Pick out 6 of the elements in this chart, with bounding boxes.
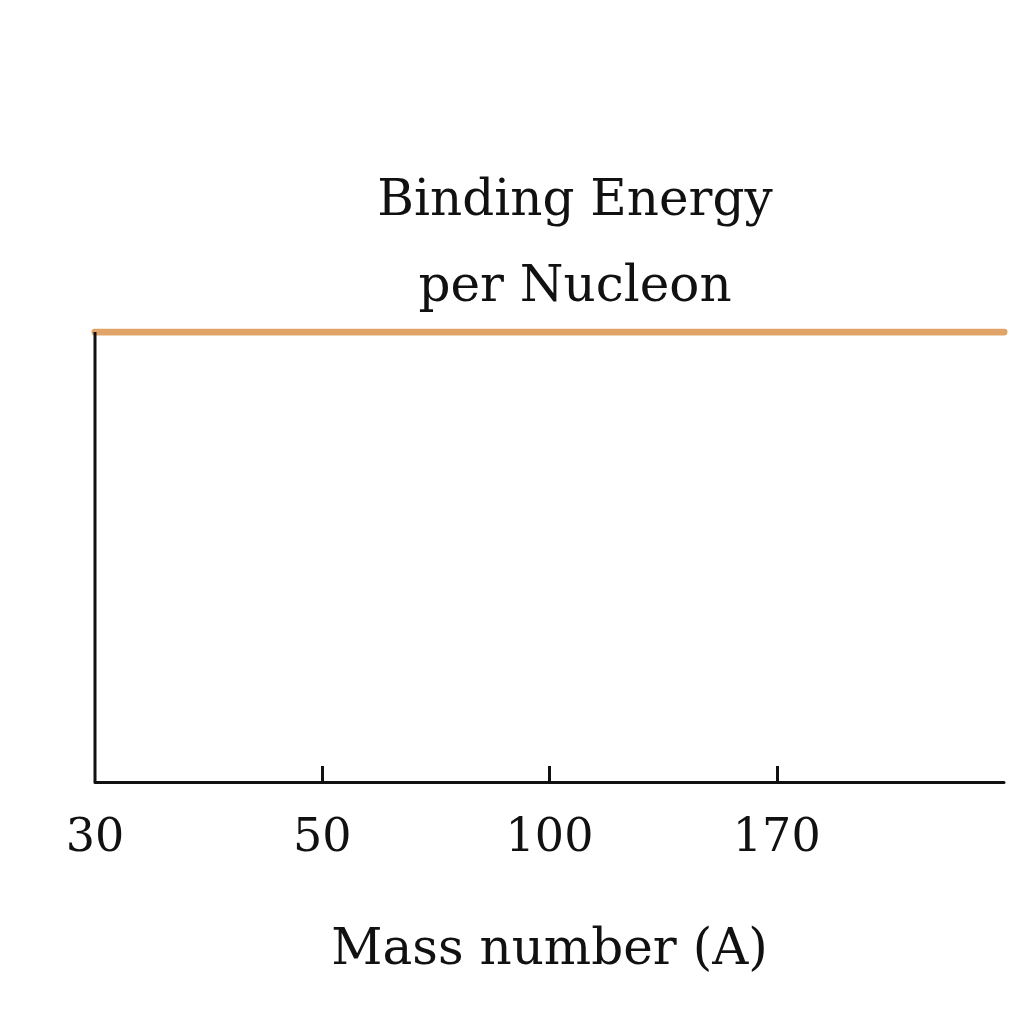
x-tick-label: 30 [65, 808, 125, 862]
x-tick-label: 170 [732, 808, 821, 862]
chart-title: Binding Energy per Nucleon [377, 169, 774, 313]
x-tick-label: 50 [292, 808, 352, 862]
x-axis-title: Mass number (A) [331, 918, 768, 976]
x-tick-label: 100 [505, 808, 594, 862]
